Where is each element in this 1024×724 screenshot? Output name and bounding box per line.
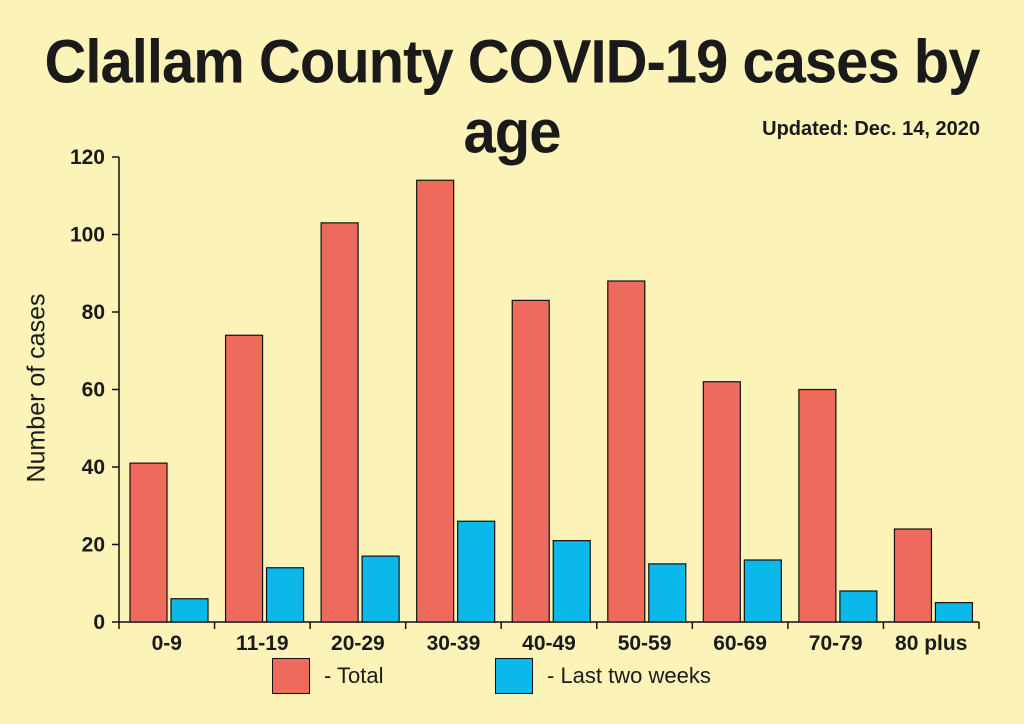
bar-last-two-weeks [934,602,974,623]
bar-total [702,381,741,623]
bar-last-two-weeks [743,559,782,623]
legend-swatch-total [272,658,310,694]
bar-total [416,179,455,623]
y-tick-label: 60 [82,379,105,402]
bar-total [607,280,646,623]
y-tick-label: 40 [82,456,105,479]
y-tick-label: 100 [70,224,105,247]
legend-label-total: - Total [324,663,384,688]
legend-item-recent: - Last two weeks [495,658,711,694]
x-tick-label: 60-69 [713,632,767,655]
x-tick-label: 80 plus [895,632,967,655]
legend-item-total: - Total [272,658,384,694]
bar-total [129,462,168,623]
y-tick-label: 80 [82,301,105,324]
legend-label-recent: - Last two weeks [547,663,711,688]
x-tick-label: 50-59 [618,632,672,655]
y-tick-label: 0 [93,611,105,634]
x-tick-label: 11-19 [236,632,289,655]
updated-date: Updated: Dec. 14, 2020 [762,118,980,140]
bar-total [511,299,550,623]
bar-last-two-weeks [457,520,496,623]
bar-total [224,334,264,623]
bar-total [320,222,359,623]
x-tick-label: 30-39 [427,632,481,655]
bar-total [798,388,837,623]
bar-last-two-weeks [839,590,878,623]
bar-last-two-weeks [361,555,400,623]
bar-last-two-weeks [170,598,209,623]
legend-swatch-recent [495,658,533,694]
bar-last-two-weeks [552,540,591,623]
x-tick-label: 0-9 [152,632,182,655]
bar-last-two-weeks [648,563,687,623]
x-tick-label: 70-79 [809,632,863,655]
bar-last-two-weeks [265,567,305,623]
y-tick-label: 20 [82,534,105,557]
x-tick-label: 20-29 [331,632,385,655]
chart-title: Clallam County COVID-19 cases by age [44,27,981,167]
bar-total [893,528,933,623]
y-tick-label: 120 [70,146,105,169]
x-tick-label: 40-49 [522,632,576,655]
